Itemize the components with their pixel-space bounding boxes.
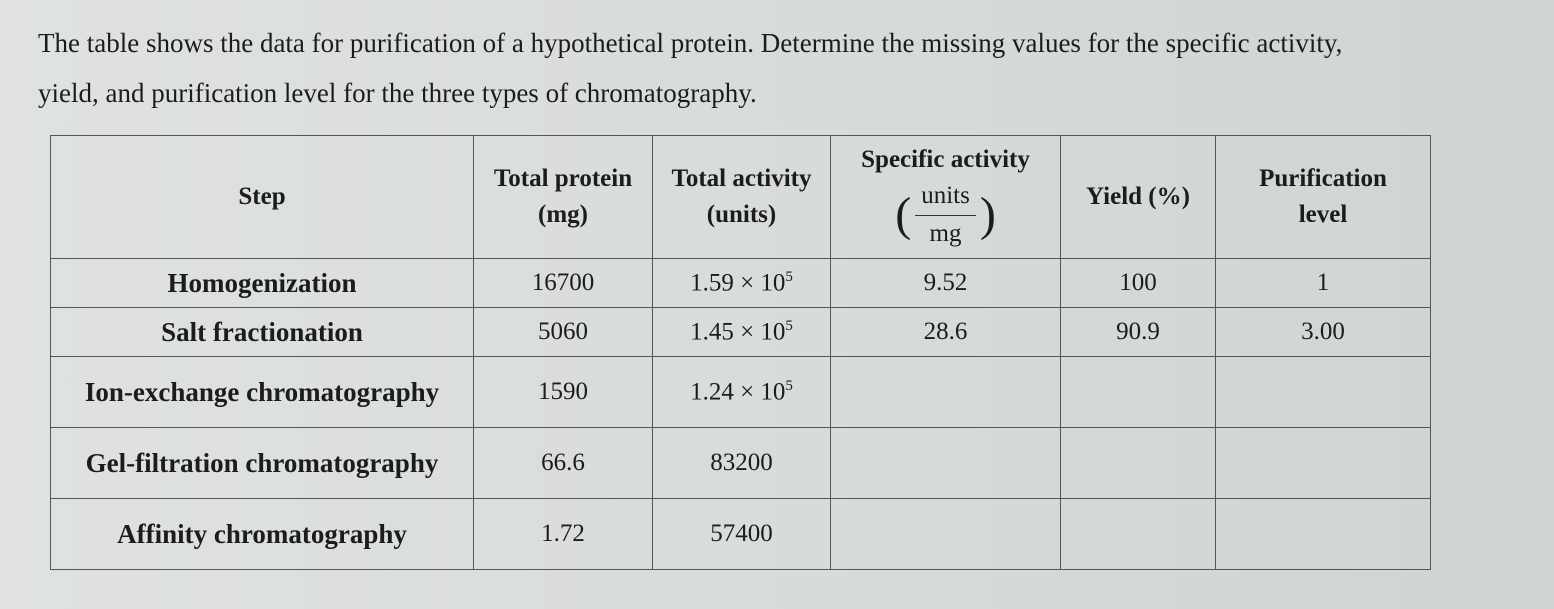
- cell-exponent: 5: [785, 377, 793, 394]
- data-cell: [830, 427, 1061, 499]
- step-cell: Gel-filtration chromatography: [50, 427, 474, 499]
- denominator: mg: [929, 219, 962, 247]
- table-row: Homogenization 16700 1.59 × 105 9.52 100 1: [50, 258, 1431, 308]
- data-cell: 9.52: [830, 258, 1061, 308]
- unit-fraction: (units mg): [895, 178, 996, 252]
- paren: ): [979, 188, 996, 242]
- question-line: The table shows the data for purificatio…: [38, 28, 1343, 58]
- header-unit: (units): [706, 201, 777, 228]
- data-cell: 66.6: [473, 427, 653, 499]
- step-cell: Affinity chromatography: [50, 498, 474, 570]
- data-cell: [1215, 498, 1431, 570]
- data-cell: 1.45 × 105: [652, 307, 831, 357]
- cell-base: 1.59 × 10: [690, 269, 786, 297]
- data-cell: [1060, 427, 1216, 499]
- fraction: units mg: [915, 178, 976, 252]
- data-cell: 16700: [473, 258, 653, 308]
- header-cell: Yield (%): [1060, 135, 1216, 259]
- table-row: Ion-exchange chromatography 1590 1.24 × 10…: [50, 356, 1431, 428]
- data-cell: 1590: [473, 356, 653, 428]
- numerator: units: [915, 178, 976, 216]
- header-title: Total protein: [493, 164, 633, 192]
- data-cell: [1215, 356, 1431, 428]
- step-cell: Salt fractionation: [50, 307, 474, 357]
- header-title: Total activity: [671, 164, 812, 192]
- table-row: Salt fractionation 5060 1.45 × 105 28.6 90.9…: [50, 307, 1431, 357]
- header-title: Yield (%): [1086, 182, 1190, 210]
- data-cell: 1.59 × 105: [652, 258, 831, 308]
- cell-base: 1.45 × 10: [690, 318, 786, 346]
- data-cell: 1.72: [473, 498, 653, 570]
- paren: (: [895, 188, 912, 242]
- cell-exponent: 5: [785, 268, 793, 285]
- data-cell: 1.24 × 105: [652, 356, 831, 428]
- purification-table: Step Total protein (mg) Total activity (unit…: [50, 135, 1431, 570]
- header-unit: level: [1298, 201, 1348, 228]
- header-title: Purification: [1259, 164, 1387, 192]
- data-cell: 83200: [652, 427, 831, 499]
- cell-base: 1.24 × 10: [690, 378, 786, 406]
- header-cell: Total activity (units): [652, 135, 831, 259]
- header-row: Step Total protein (mg) Total activity (unit…: [50, 135, 1431, 259]
- data-cell: 100: [1060, 258, 1216, 308]
- data-cell: [830, 356, 1061, 428]
- data-cell: 1: [1215, 258, 1431, 308]
- header-cell: Specific activity (units mg): [830, 135, 1061, 259]
- table-row: Affinity chromatography 1.72 57400: [50, 498, 1431, 570]
- data-cell: 28.6: [830, 307, 1061, 357]
- header-cell: Purification level: [1215, 135, 1431, 259]
- header-cell: Step: [50, 135, 474, 259]
- header-unit: (mg): [538, 201, 588, 228]
- table-row: Gel-filtration chromatography 66.6 83200: [50, 427, 1431, 499]
- cell-exponent: 5: [785, 317, 793, 334]
- header-title: Step: [238, 182, 286, 210]
- step-cell: Homogenization: [50, 258, 474, 308]
- data-cell: [830, 498, 1061, 570]
- step-cell: Ion-exchange chromatography: [50, 356, 474, 428]
- data-cell: 3.00: [1215, 307, 1431, 357]
- data-cell: [1060, 498, 1216, 570]
- data-cell: 57400: [652, 498, 831, 570]
- question-line: yield, and purification level for the th…: [38, 78, 757, 108]
- header-cell: Total protein (mg): [473, 135, 653, 259]
- data-cell: 5060: [473, 307, 653, 357]
- data-cell: 90.9: [1060, 307, 1216, 357]
- data-cell: [1060, 356, 1216, 428]
- header-title: Specific activity: [861, 146, 1030, 174]
- data-cell: [1215, 427, 1431, 499]
